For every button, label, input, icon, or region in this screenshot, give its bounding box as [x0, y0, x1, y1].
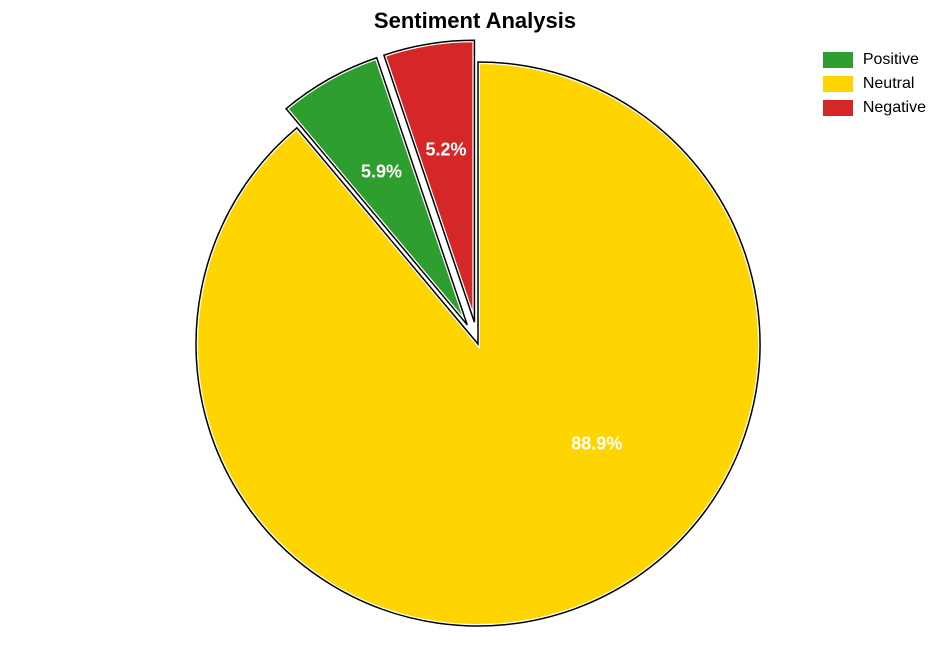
slice-label-neutral: 88.9% — [571, 433, 622, 454]
legend-item-negative: Negative — [823, 96, 926, 120]
legend: Positive Neutral Negative — [823, 48, 926, 120]
legend-item-positive: Positive — [823, 48, 926, 72]
legend-label-positive: Positive — [863, 51, 919, 69]
slice-label-negative: 5.2% — [425, 139, 466, 160]
pie-chart — [0, 0, 950, 662]
legend-swatch-negative — [823, 100, 853, 116]
legend-label-neutral: Neutral — [863, 75, 915, 93]
slice-label-positive: 5.9% — [361, 162, 402, 183]
legend-label-negative: Negative — [863, 99, 926, 117]
legend-item-neutral: Neutral — [823, 72, 926, 96]
chart-container: { "chart": { "type": "pie", "title": "Se… — [0, 0, 950, 662]
legend-swatch-neutral — [823, 76, 853, 92]
legend-swatch-positive — [823, 52, 853, 68]
